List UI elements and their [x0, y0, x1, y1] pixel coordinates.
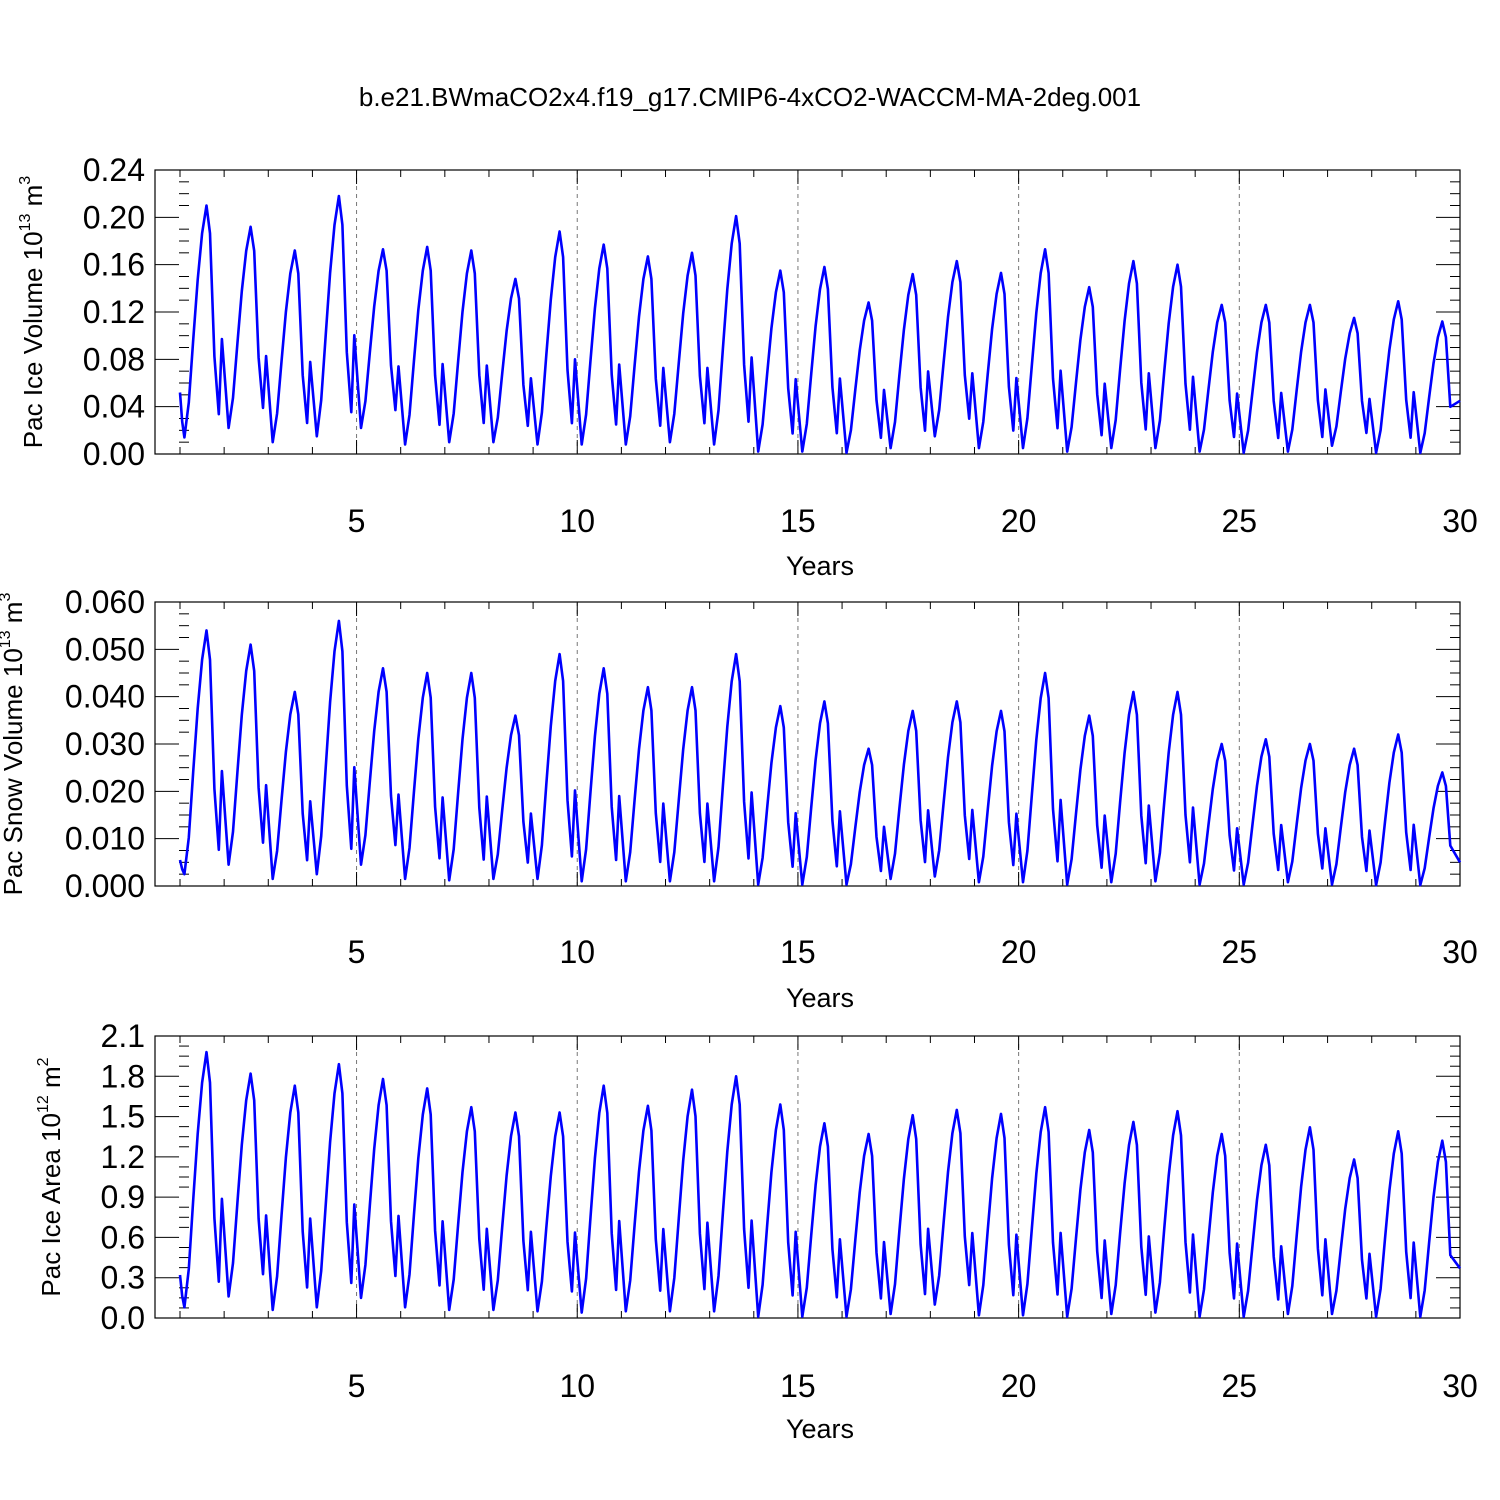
y-tick-label: 0.040	[65, 679, 145, 715]
x-tick-label: 20	[1001, 1368, 1037, 1404]
x-tick-label: 30	[1442, 934, 1478, 970]
y-tick-label: 0.020	[65, 773, 145, 809]
y-tick-label: 0.0	[101, 1300, 145, 1336]
y-axis-label: Pac Ice Area 1012 m2	[35, 1057, 66, 1296]
x-tick-label: 15	[780, 1368, 816, 1404]
x-tick-label: 20	[1001, 934, 1037, 970]
y-tick-label: 0.010	[65, 821, 145, 857]
series-line	[178, 1050, 1462, 1318]
series-line	[178, 619, 1462, 887]
x-tick-label: 10	[559, 503, 595, 539]
x-tick-label: 20	[1001, 503, 1037, 539]
y-tick-label: 0.9	[101, 1179, 145, 1215]
x-tick-label: 5	[348, 503, 366, 539]
y-tick-label: 1.8	[101, 1058, 145, 1094]
y-tick-label: 0.060	[65, 584, 145, 620]
y-tick-label: 2.1	[101, 1018, 145, 1054]
panel-3: 5 10 15 20 25 30 0.0 0.3 0.6 0.9 1.2 1.5 1.8 2.1 Years…	[35, 1018, 1478, 1444]
series-line	[178, 194, 1461, 455]
y-tick-label: 1.2	[101, 1139, 145, 1175]
x-tick-label: 10	[559, 934, 595, 970]
y-tick-label: 0.3	[101, 1260, 145, 1296]
x-tick-label: 25	[1222, 1368, 1258, 1404]
y-tick-label: 0.04	[83, 389, 145, 425]
x-tick-label: 30	[1442, 1368, 1478, 1404]
x-tick-label: 5	[348, 934, 366, 970]
y-axis-label: Pac Snow Volume 1013 m3	[0, 593, 28, 896]
y-tick-label: 0.00	[83, 436, 145, 472]
y-tick-label: 0.16	[83, 247, 145, 283]
y-tick-label: 0.000	[65, 868, 145, 904]
y-tick-label: 0.24	[83, 152, 145, 188]
x-axis-label: Years	[786, 1414, 854, 1444]
y-tick-label: 0.08	[83, 341, 145, 377]
y-axis-label: Pac Ice Volume 1013 m3	[17, 176, 48, 449]
x-tick-label: 25	[1222, 934, 1258, 970]
x-tick-label: 10	[559, 1368, 595, 1404]
chart-title: b.e21.BWmaCO2x4.f19_g17.CMIP6-4xCO2-WACC…	[359, 82, 1141, 112]
x-tick-label: 15	[780, 934, 816, 970]
y-tick-label: 0.050	[65, 631, 145, 667]
x-tick-label: 30	[1442, 503, 1478, 539]
x-tick-label: 5	[348, 1368, 366, 1404]
x-axis-label: Years	[786, 551, 854, 581]
x-tick-label: 25	[1222, 503, 1258, 539]
y-tick-label: 0.6	[101, 1219, 145, 1255]
y-tick-label: 1.5	[101, 1099, 145, 1135]
y-tick-label: 0.030	[65, 726, 145, 762]
panel-2: 5 10 15 20 25 30 0.000 0.010 0.020 0.030 0.040 0.05…	[0, 584, 1478, 1013]
panel-1: 5 10 15 20 25 30 0.00 0.04 0.08 0.12 0.16 0.20 0.24 Y…	[17, 152, 1478, 581]
y-tick-label: 0.12	[83, 294, 145, 330]
x-tick-label: 15	[780, 503, 816, 539]
x-axis-label: Years	[786, 983, 854, 1013]
y-tick-label: 0.20	[83, 199, 145, 235]
